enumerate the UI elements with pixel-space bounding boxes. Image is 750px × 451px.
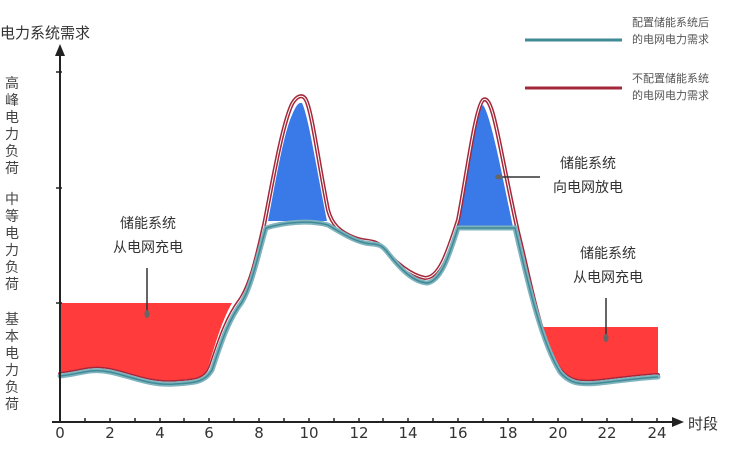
annotation-discharge-line2: 向电网放电 <box>553 180 623 196</box>
annotation-charge-left-line1: 储能系统 <box>120 216 176 232</box>
x-tick-label: 8 <box>254 424 264 442</box>
band-label-base: 基本电力负荷 <box>5 312 19 413</box>
annot-pointer-dot <box>495 174 503 180</box>
x-tick-label: 16 <box>448 424 468 442</box>
x-tick-label: 12 <box>349 424 369 442</box>
annotation-charge-right: 储能系统 从电网充电 <box>560 242 656 290</box>
annotation-charge-left-line2: 从电网充电 <box>113 240 183 256</box>
y-axis-title: 电力系统需求 <box>0 24 91 42</box>
x-tick-label: 14 <box>398 424 418 442</box>
x-tick-label: 0 <box>55 424 65 442</box>
annotation-charge-right-line1: 储能系统 <box>580 246 636 262</box>
legend-with-storage-line1: 配置储能系统后 <box>632 16 709 29</box>
y-axis-arrow-icon <box>55 44 65 56</box>
annotation-charge-right-line2: 从电网充电 <box>573 270 643 286</box>
legend-without-storage-line1: 不配置储能系统 <box>632 72 709 85</box>
annotation-discharge: 储能系统 向电网放电 <box>540 152 636 200</box>
x-tick-label: 10 <box>299 424 319 442</box>
legend-with-storage-line2: 的电网电力需求 <box>632 33 709 46</box>
x-tick-label: 6 <box>204 424 214 442</box>
x-axis-title: 时段 <box>688 415 719 433</box>
x-axis-arrow-icon <box>672 417 684 427</box>
annotation-charge-left: 储能系统 从电网充电 <box>100 212 196 260</box>
x-tick-label: 20 <box>548 424 568 442</box>
discharge-area-peak2 <box>456 105 513 227</box>
x-ticks <box>84 418 658 422</box>
annot-pointer-dot <box>144 310 150 318</box>
annotation-discharge-line1: 储能系统 <box>560 156 616 172</box>
legend-with-storage: 配置储能系统后 的电网电力需求 <box>632 14 709 48</box>
x-tick-label: 4 <box>155 424 165 442</box>
x-tick-label: 2 <box>105 424 115 442</box>
x-tick-label: 22 <box>597 424 617 442</box>
band-label-mid: 中等电力负荷 <box>5 192 19 293</box>
x-tick-label: 18 <box>498 424 518 442</box>
x-tick-label: 24 <box>647 424 667 442</box>
charge-area-left <box>60 303 232 382</box>
band-label-high: 高峰电力负荷 <box>5 76 19 177</box>
charge-area-right <box>540 327 658 383</box>
legend-without-storage: 不配置储能系统 的电网电力需求 <box>632 70 709 104</box>
discharge-area-peak1 <box>268 102 327 221</box>
annot-pointer-dot <box>603 334 609 342</box>
curve-with-storage-core <box>59 221 659 385</box>
legend-without-storage-line2: 的电网电力需求 <box>632 89 709 102</box>
